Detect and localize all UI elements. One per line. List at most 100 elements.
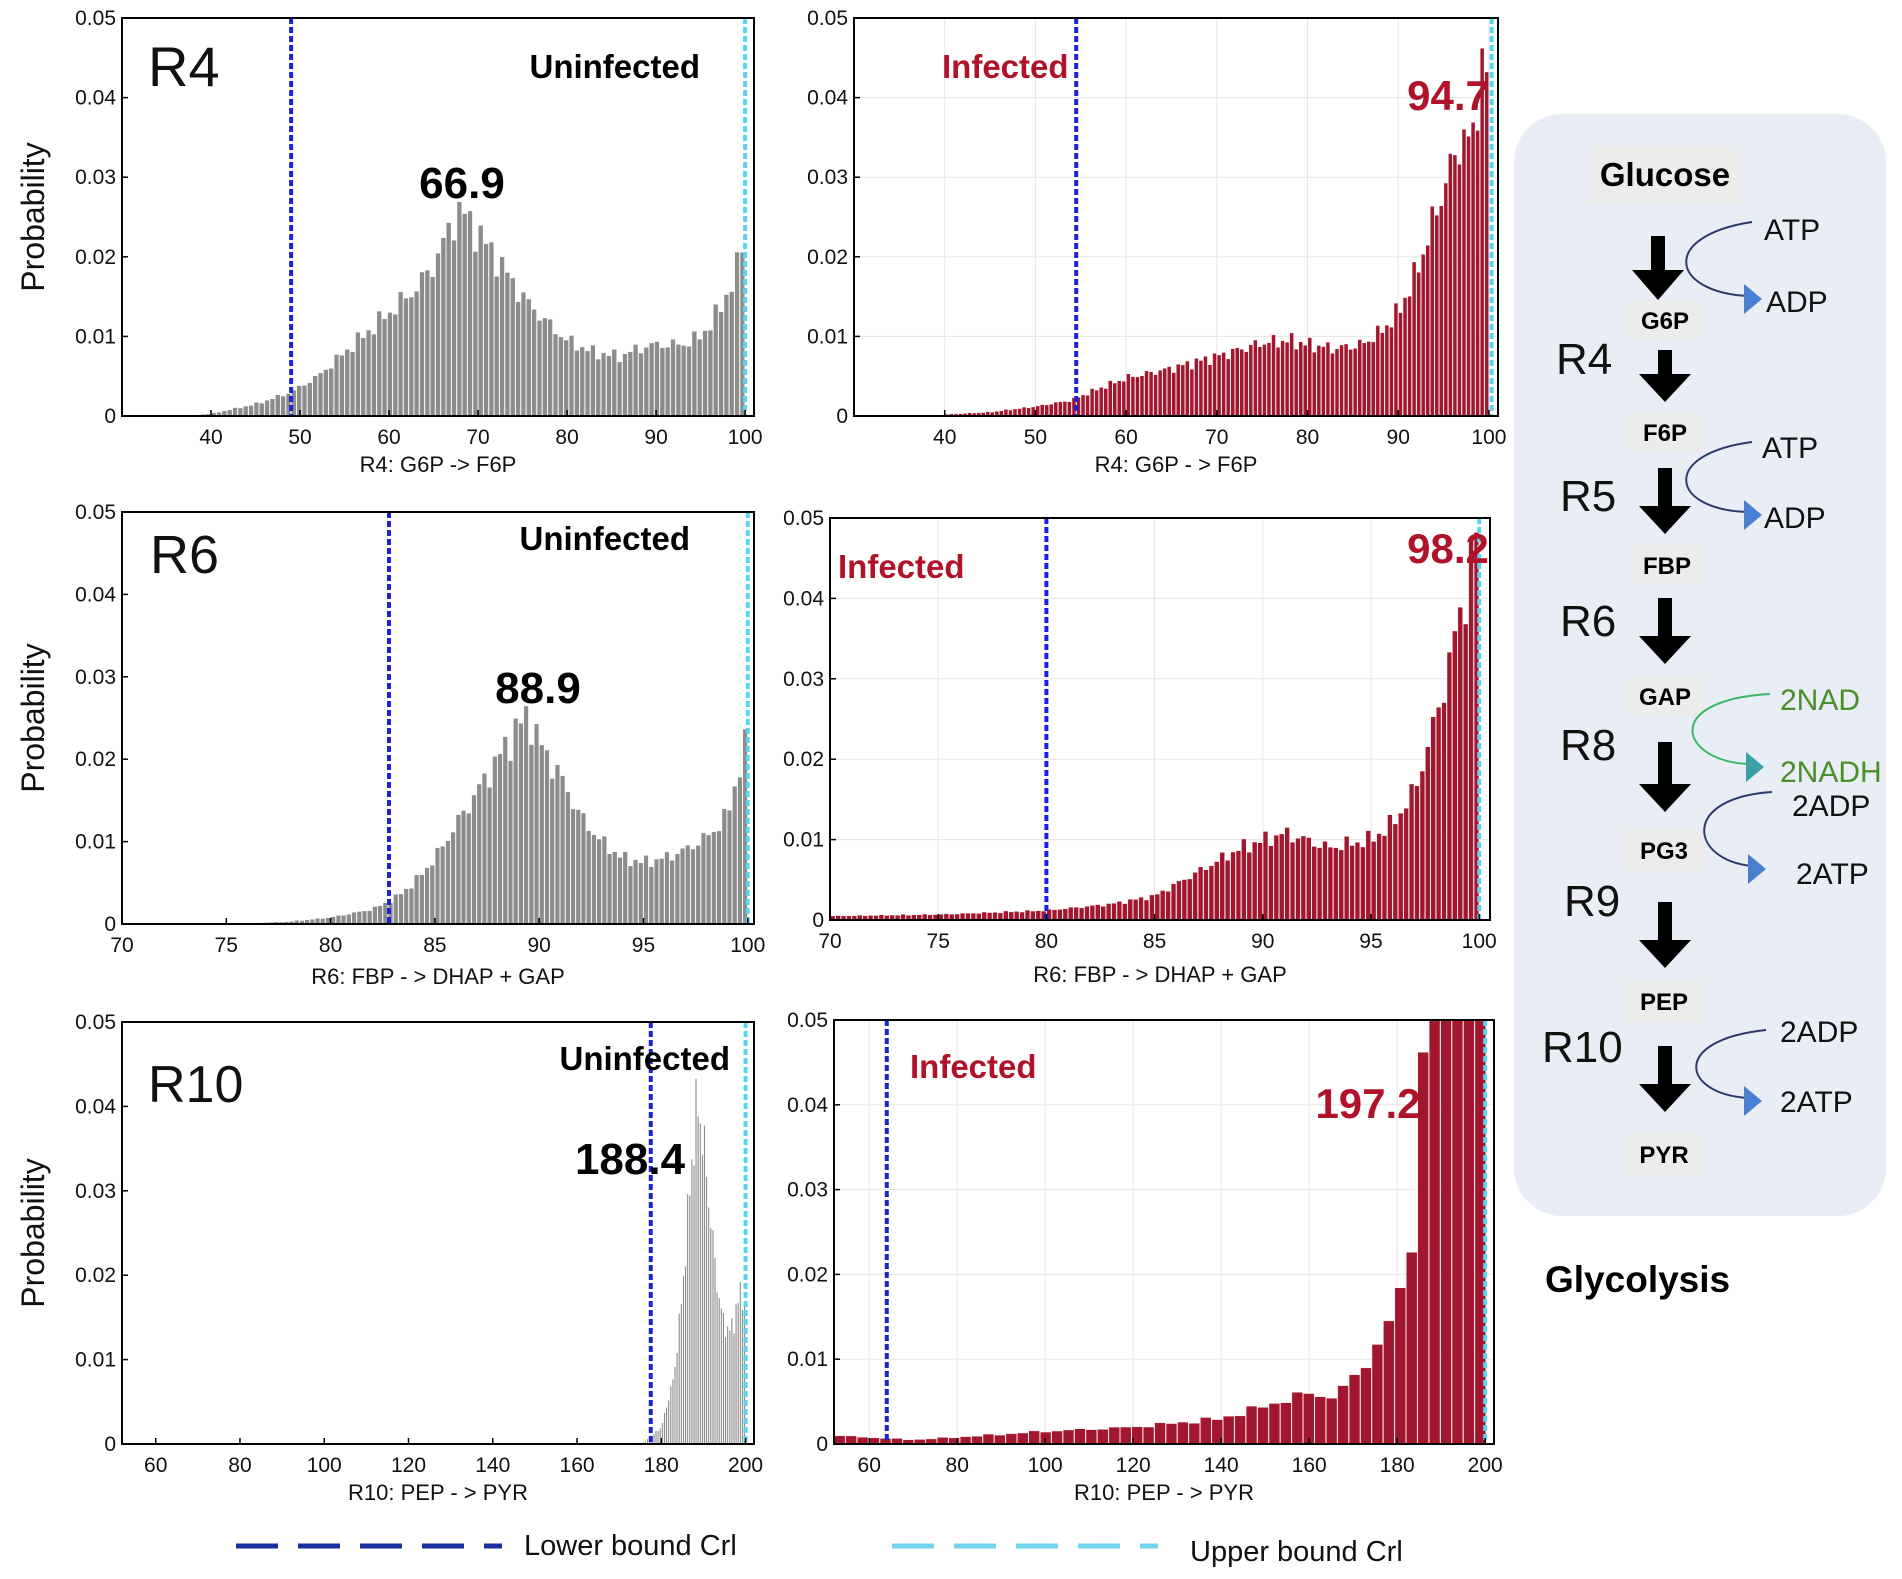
- peak-value-label: 66.9: [419, 159, 505, 208]
- x-tick-label: 160: [1292, 1454, 1327, 1477]
- histogram-bar: [1280, 1403, 1291, 1444]
- histogram-bar: [982, 912, 987, 920]
- histogram-bar: [249, 405, 254, 416]
- histogram-bar: [1122, 381, 1126, 416]
- histogram-bar: [628, 352, 633, 416]
- histogram-bar: [971, 913, 976, 920]
- histogram-bar: [456, 815, 461, 924]
- histogram-bar: [1027, 408, 1031, 416]
- histogram-bar: [1104, 389, 1108, 416]
- histogram-bar: [1154, 375, 1158, 416]
- histogram-bar: [1294, 349, 1298, 416]
- histogram-bar: [430, 865, 435, 924]
- histogram-bar: [1145, 371, 1149, 416]
- histogram-bar: [1415, 786, 1420, 920]
- histogram-bar: [644, 855, 649, 924]
- histogram-bar: [345, 349, 350, 416]
- histogram-bar: [639, 353, 644, 416]
- histogram-bar: [697, 1116, 699, 1444]
- histogram-bar: [574, 350, 579, 416]
- histogram-bar: [649, 343, 654, 416]
- histogram-bar: [1187, 879, 1192, 920]
- histogram-bar: [1109, 1427, 1120, 1444]
- histogram-bar: [1086, 395, 1090, 416]
- histogram-bar: [446, 841, 451, 924]
- x-tick-label: 90: [1387, 426, 1410, 449]
- histogram-bar: [1236, 851, 1241, 920]
- histogram-bar: [731, 1318, 733, 1444]
- histogram-bar: [436, 253, 441, 416]
- histogram-bar: [998, 913, 1003, 920]
- histogram-bar: [493, 756, 498, 924]
- histogram-bar: [494, 276, 499, 416]
- histogram-bars: [227, 706, 748, 924]
- x-tick-label: 90: [1251, 930, 1274, 953]
- x-tick-label: 60: [377, 426, 400, 449]
- histogram-bar: [1143, 1427, 1154, 1444]
- cofactor-in-label: 2ADP: [1780, 1016, 1858, 1049]
- histogram-bar: [414, 875, 419, 924]
- histogram-bar: [1326, 1398, 1337, 1444]
- histogram-bar: [1430, 206, 1434, 416]
- histogram-bar: [665, 347, 670, 416]
- histogram-bar: [1020, 912, 1025, 920]
- histogram-bar: [596, 359, 601, 416]
- histogram-bar: [1447, 652, 1452, 920]
- y-tick-label: 0: [104, 405, 116, 428]
- histogram-bar: [1355, 842, 1360, 920]
- y-tick-label: 0.01: [783, 829, 824, 852]
- x-tick-label: 140: [475, 1454, 510, 1477]
- histogram-bar: [1330, 353, 1334, 416]
- x-tick-label: 80: [228, 1454, 251, 1477]
- y-tick-label: 0.03: [787, 1179, 828, 1202]
- histogram-bar: [1380, 333, 1384, 416]
- histogram-bar: [1029, 1431, 1040, 1444]
- condition-label: Uninfected: [559, 1040, 730, 1077]
- y-tick-label: 0.05: [75, 7, 116, 30]
- histogram-bar: [409, 888, 414, 924]
- histogram-bar: [1388, 815, 1393, 920]
- histogram-bar: [1442, 703, 1447, 920]
- histogram-bar: [339, 355, 344, 416]
- histogram-bar: [1178, 1422, 1189, 1444]
- histogram-bar: [372, 334, 377, 416]
- histogram-bar: [446, 223, 451, 416]
- y-tick-label: 0.01: [75, 1349, 116, 1372]
- condition-label: Infected: [910, 1048, 1037, 1085]
- histogram-bar: [657, 1431, 659, 1444]
- histogram-bar: [1036, 911, 1041, 920]
- histogram-bar: [1290, 842, 1295, 920]
- x-tick-label: 100: [1028, 1454, 1063, 1477]
- histogram-bar: [1101, 906, 1106, 920]
- histogram-bar: [1344, 344, 1348, 416]
- glycolysis-pathway: Glycolysis Glucose G6P F6P FBP GAP PG3: [1514, 114, 1886, 1300]
- x-tick-label: 40: [199, 426, 222, 449]
- histogram-bar: [270, 399, 275, 416]
- histogram-bar: [529, 745, 534, 924]
- histogram-bar: [430, 277, 435, 416]
- histogram-bar: [331, 917, 336, 924]
- histogram-bar: [1279, 834, 1284, 920]
- histogram-bar: [1166, 1424, 1177, 1444]
- y-tick-label: 0.03: [783, 668, 824, 691]
- histogram-bar: [537, 320, 542, 416]
- histogram-bar: [1222, 352, 1226, 416]
- histogram-bar: [1417, 272, 1421, 416]
- histogram-bar: [323, 370, 328, 416]
- histogram-bar: [1235, 348, 1239, 416]
- histogram-bar: [987, 913, 992, 920]
- y-tick-label: 0.02: [783, 748, 824, 771]
- cofactor-out-label: 2ATP: [1780, 1086, 1853, 1119]
- histogram-bar: [1393, 824, 1398, 920]
- x-axis-label: R6: FBP - > DHAP + GAP: [1033, 962, 1287, 987]
- histogram-bar: [1448, 154, 1452, 416]
- histogram-bar: [591, 345, 596, 416]
- histogram-bar: [719, 312, 724, 416]
- x-tick-label: 120: [391, 1454, 426, 1477]
- histogram-bar: [281, 396, 286, 416]
- histogram-bar: [510, 278, 515, 416]
- histogram-bar: [633, 860, 638, 924]
